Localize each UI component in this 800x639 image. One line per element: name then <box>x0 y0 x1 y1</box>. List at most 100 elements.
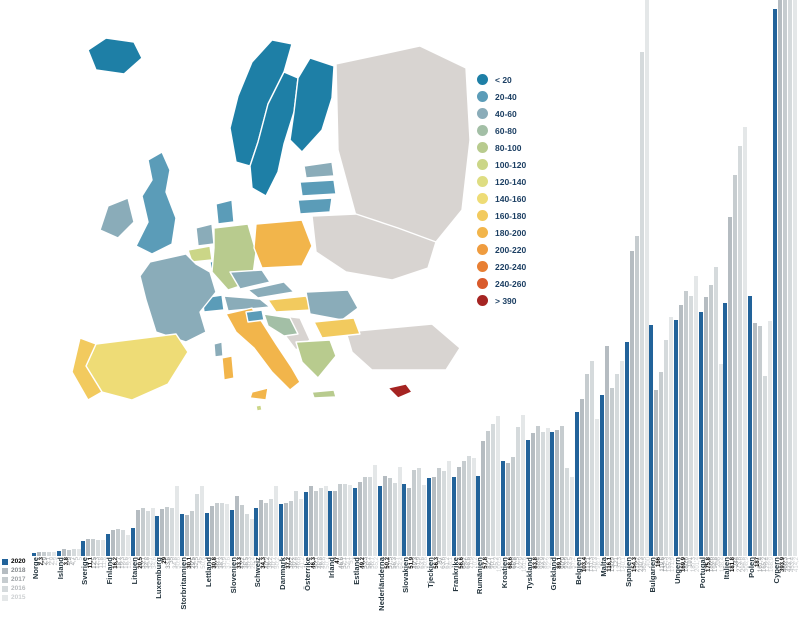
year-legend-swatch <box>2 594 8 601</box>
label-group: Portugal 175,8 186,6 194,8 208 138,4 <box>698 557 726 588</box>
label-group: Kroatien 68,6 66,8 71,5 92,9 101,6 <box>500 557 528 589</box>
bar-2018 <box>654 389 659 556</box>
label-group: Belgien 103,4 113,1 131,3 140,3 98,7 <box>574 557 602 585</box>
map-country-russia <box>335 45 471 243</box>
bar-2017 <box>511 456 516 556</box>
bar-2016 <box>442 470 446 556</box>
map-country-poland <box>253 219 313 269</box>
bar-2018 <box>111 530 116 556</box>
bar-2016 <box>392 482 397 556</box>
bar-2015 <box>126 534 131 556</box>
bar-2018 <box>382 476 387 556</box>
map-legend-item: 160-180 <box>477 210 526 221</box>
bar-group <box>451 0 476 556</box>
bar-2018 <box>357 481 362 556</box>
bar-2017 <box>264 502 269 556</box>
bar-2015 <box>521 414 526 556</box>
legend-range-label: 40-60 <box>495 108 517 119</box>
legend-color-dot <box>477 210 488 221</box>
bar-2016 <box>466 456 471 556</box>
bar-2018 <box>432 476 436 556</box>
legend-color-dot <box>477 125 488 136</box>
value-label-2017: 63,6 <box>441 557 447 569</box>
bar-2020 <box>180 514 185 556</box>
bar-group <box>575 0 600 556</box>
label-group: Italien 181,8 244 273,8 294,8 308,9 <box>722 557 750 579</box>
bar-2018 <box>506 463 511 556</box>
bar-2016 <box>219 503 224 556</box>
legend-color-dot <box>477 142 488 153</box>
bar-2016 <box>491 423 496 556</box>
bar-group <box>278 0 303 556</box>
bar-2018 <box>209 505 214 556</box>
bar-2018 <box>678 305 683 556</box>
year-legend-label: 2016 <box>11 585 26 592</box>
bar-2015 <box>298 498 303 556</box>
bar-2018 <box>37 552 41 556</box>
legend-range-label: 240-260 <box>495 278 527 289</box>
year-legend-swatch <box>2 558 8 565</box>
bar-2018 <box>283 502 288 556</box>
bar-2015 <box>323 485 328 556</box>
bar-2020 <box>698 311 703 556</box>
map-legend-item: < 20 <box>477 74 526 85</box>
bar-2017 <box>708 285 713 556</box>
bar-2015 <box>496 416 501 556</box>
bar-2018 <box>135 510 140 556</box>
bar-2016 <box>244 513 249 556</box>
label-group: Bulgarien 166 119,6 132,3 155,3 171,9 <box>648 557 676 593</box>
country-label: Österrike <box>302 557 312 591</box>
map-legend-item: 100-120 <box>477 159 526 170</box>
country-label: Kroatien <box>500 557 510 589</box>
label-group: Frankrike 56,6 64,2 68,6 71,9 70,2 <box>451 557 479 592</box>
bar-2016 <box>318 488 323 556</box>
bar-2017 <box>362 477 367 556</box>
bar-2015 <box>595 418 600 556</box>
country-label: Norge <box>31 557 40 580</box>
bar-2017 <box>535 425 540 556</box>
bar-2017 <box>683 290 688 556</box>
country-label: Polen <box>746 557 756 578</box>
country-label: Island <box>55 557 65 580</box>
bar-2017 <box>140 507 145 556</box>
country-label: Estland <box>351 557 361 585</box>
bar-2020 <box>501 460 506 556</box>
bar-2015 <box>348 485 353 556</box>
map-country-corsica <box>213 341 224 358</box>
bar-2016 <box>688 295 693 556</box>
value-label-2016: 362,5 <box>642 557 648 573</box>
map-country-sicily <box>249 387 269 401</box>
label-group: Cypern 393,9 466,3 423,1 453,4 414,2 <box>772 557 800 583</box>
bar-2018 <box>752 323 757 556</box>
bar-2020 <box>476 475 481 556</box>
bar-chart <box>32 0 797 556</box>
bar-group <box>328 0 353 556</box>
bar-2018 <box>728 216 733 556</box>
bar-2016 <box>293 490 298 556</box>
bar-2016 <box>121 530 126 556</box>
bar-2017 <box>757 326 762 556</box>
bar-2020 <box>328 490 333 556</box>
label-group: Danmark 37,2 38,2 39,4 46,8 41,2 <box>278 557 306 590</box>
bar-2018 <box>407 487 412 556</box>
year-legend-swatch <box>2 576 8 583</box>
map-legend-item: 180-200 <box>477 227 526 238</box>
bar-chart-labels: Norge 2,3 2,9 3,1 2,9 2,9 Island 3,8 4,9 4,7 5 5 Sve… <box>31 557 800 611</box>
europe-map <box>71 37 471 412</box>
bar-2020 <box>278 504 283 556</box>
bar-2016 <box>614 373 619 556</box>
bar-2018 <box>86 538 91 556</box>
bar-2016 <box>343 483 348 556</box>
legend-range-label: 140-160 <box>495 193 527 204</box>
country-label: Ungern <box>672 557 682 584</box>
bar-2020 <box>550 432 555 556</box>
bar-2020 <box>525 439 530 556</box>
bar-2016 <box>639 52 644 556</box>
year-legend-label: 2015 <box>11 594 26 601</box>
bar-2017 <box>42 551 46 556</box>
year-legend-label: 2017 <box>11 576 26 583</box>
bar-2016 <box>367 477 372 556</box>
bar-group <box>402 0 427 556</box>
bar-2015 <box>150 507 155 556</box>
year-legend: 2020 2018 2017 2016 2015 <box>2 558 25 603</box>
